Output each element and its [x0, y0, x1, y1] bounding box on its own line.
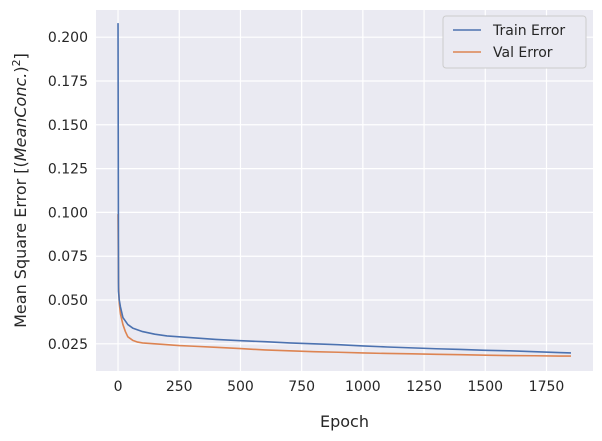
y-axis-label-suffix: ): [11, 66, 30, 72]
y-tick-label: 0.150: [48, 118, 88, 134]
y-tick-labels: 0.025 0.050 0.075 0.100 0.125 0.150 0.175 0.200: [48, 30, 88, 353]
legend-label-val: Val Error: [493, 45, 553, 61]
y-tick-label: 0.075: [48, 249, 88, 265]
x-tick-label: 1000: [345, 379, 381, 395]
x-tick-label: 1500: [467, 379, 503, 395]
legend: Train Error Val Error: [442, 15, 587, 69]
y-tick-label: 0.200: [48, 30, 88, 46]
x-tick-label: 250: [166, 379, 193, 395]
series-line-val-error: [117, 214, 571, 357]
x-tick-labels: 0 250 500 750 1000 1250 1500 1750: [114, 379, 565, 395]
y-tick-label: 0.125: [48, 162, 88, 178]
y-tick-label: 0.175: [48, 74, 88, 90]
x-tick-label: 1250: [406, 379, 442, 395]
y-axis-label-italic: MeanConc.: [11, 73, 30, 162]
x-tick-label: 750: [288, 379, 315, 395]
y-axis-label: Mean Square Error [(MeanConc.)2]: [10, 53, 30, 328]
x-tick-label: 1750: [529, 379, 565, 395]
series-line-train-error: [117, 23, 571, 354]
y-axis-label-close: ]: [11, 53, 30, 59]
legend-label-train: Train Error: [492, 23, 565, 39]
series-layer: [117, 23, 571, 357]
y-tick-label: 0.050: [48, 293, 88, 309]
x-tick-label: 0: [114, 379, 123, 395]
legend-box: [442, 15, 587, 69]
x-axis-label: Epoch: [320, 412, 369, 431]
y-tick-label: 0.025: [48, 337, 88, 353]
y-axis-label-prefix: Mean Square Error [(: [11, 161, 30, 328]
y-tick-label: 0.100: [48, 205, 88, 221]
y-axis-label-superscript: 2: [10, 59, 23, 66]
x-tick-label: 500: [227, 379, 254, 395]
